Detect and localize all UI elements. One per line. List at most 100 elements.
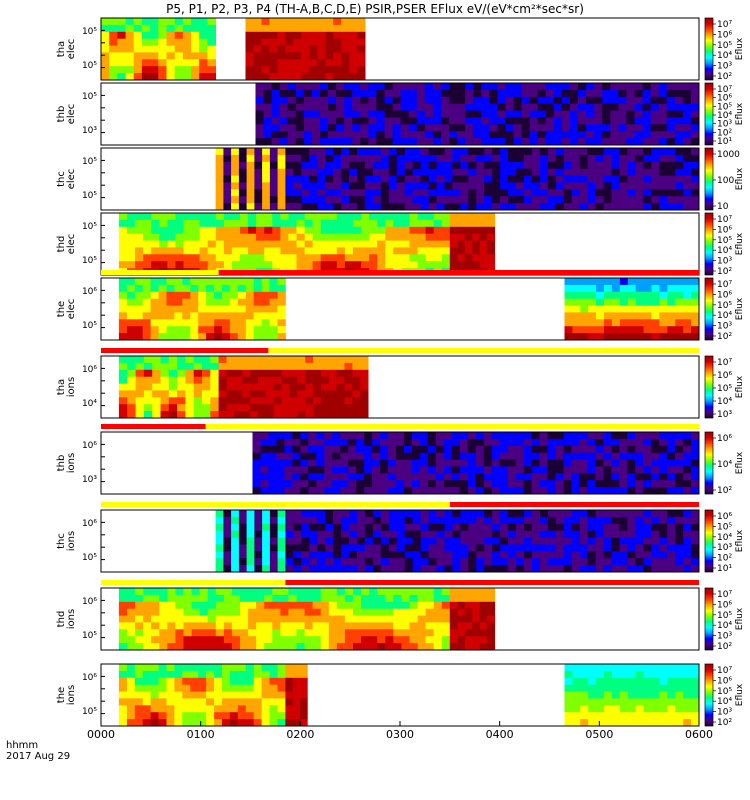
heatmap-cell — [658, 124, 668, 132]
heatmap-cell — [238, 544, 248, 552]
heatmap-cell — [174, 684, 183, 692]
heatmap-cell — [231, 189, 240, 197]
heatmap-cell — [659, 480, 668, 488]
heatmap-cell — [642, 89, 652, 98]
heatmap-cell — [401, 636, 410, 644]
heatmap-cell — [344, 110, 353, 118]
heatmap-cell — [325, 203, 334, 211]
heatmap-cell — [264, 261, 273, 269]
heatmap-cell — [320, 636, 330, 644]
heatmap-cell — [152, 369, 161, 378]
heatmap-cell — [250, 376, 259, 384]
heatmap-cell — [328, 629, 338, 637]
heatmap-cell — [571, 203, 581, 211]
heatmap-cell — [256, 643, 265, 651]
heatmap-cell — [473, 124, 482, 132]
heatmap-cell — [277, 544, 286, 552]
heatmap-cell — [435, 459, 445, 467]
heatmap-cell — [118, 712, 128, 720]
heatmap-cell — [215, 261, 225, 269]
heatmap-cell — [261, 719, 270, 727]
heatmap-cell — [472, 240, 481, 248]
heatmap-cell — [659, 432, 668, 440]
heatmap-cell — [261, 670, 270, 679]
heatmap-cell — [150, 333, 159, 341]
heatmap-cell — [460, 551, 469, 559]
heatmap-cell — [432, 110, 442, 118]
colorbar-tick-label: 10⁵ — [717, 102, 732, 112]
heatmap-cell — [167, 233, 176, 241]
heatmap-cell — [468, 161, 477, 170]
heatmap-cell — [237, 705, 247, 713]
heatmap-cell — [185, 383, 195, 391]
heatmap-cell — [229, 712, 239, 720]
heatmap-cell — [253, 719, 262, 727]
heatmap-cell — [691, 284, 700, 293]
heatmap-cell — [269, 175, 279, 183]
heatmap-cell — [682, 124, 692, 132]
heatmap-cell — [392, 83, 402, 91]
heatmap-cell — [353, 254, 362, 262]
heatmap-cell — [175, 594, 184, 603]
heatmap-cell — [521, 131, 531, 139]
heatmap-cell — [223, 643, 233, 651]
heatmap-cell — [158, 24, 167, 33]
heatmap-cell — [269, 73, 278, 81]
heatmap-cell — [416, 89, 426, 98]
heatmap-cell — [206, 698, 215, 706]
heatmap-cell — [151, 261, 160, 269]
colorbar-tick-label: 10⁵ — [717, 611, 732, 621]
heatmap-cell — [293, 18, 302, 26]
heatmap-cell — [635, 487, 644, 495]
heatmap-cell — [304, 213, 314, 221]
heatmap-cell — [231, 588, 241, 596]
heatmap-cell — [627, 175, 636, 183]
heatmap-cell — [409, 608, 418, 616]
heatmap-cell — [505, 83, 514, 91]
heatmap-cell — [357, 551, 366, 559]
heatmap-cell — [690, 103, 700, 111]
heatmap-cell — [468, 148, 477, 156]
heatmap-cell — [627, 530, 636, 538]
heatmap-cell — [231, 182, 240, 190]
heatmap-cell — [476, 161, 485, 170]
heatmap-cell — [126, 670, 136, 679]
heatmap-cell — [460, 510, 469, 518]
heatmap-cell — [292, 452, 301, 460]
heatmap-cell — [561, 103, 571, 111]
heatmap-cell — [529, 131, 539, 139]
heatmap-cell — [341, 530, 350, 538]
heatmap-cell — [586, 89, 595, 98]
heatmap-cell — [595, 154, 604, 163]
heatmap-cell — [341, 59, 350, 67]
heatmap-cell — [269, 705, 278, 713]
heatmap-cell — [292, 705, 301, 713]
heatmap-cell — [328, 588, 338, 596]
heatmap-cell — [449, 131, 458, 139]
heatmap-cell — [316, 452, 325, 460]
heatmap-cell — [289, 390, 298, 398]
heatmap-cell — [452, 196, 461, 204]
heatmap-cell — [420, 516, 429, 525]
heatmap-cell — [441, 233, 451, 241]
heatmap-cell — [691, 677, 700, 686]
heatmap-cell — [441, 240, 451, 248]
heatmap-cell — [293, 558, 302, 566]
heatmap-cell — [118, 664, 128, 672]
heatmap-cell — [328, 383, 338, 391]
heatmap-cell — [312, 213, 322, 221]
heatmap-cell — [547, 189, 557, 197]
y-tick-label: 10⁶ — [82, 287, 97, 297]
heatmap-cell — [222, 333, 231, 341]
heatmap-cell — [588, 278, 597, 286]
heatmap-cell — [167, 261, 176, 269]
heatmap-cell — [281, 404, 290, 412]
heatmap-cell — [610, 89, 619, 98]
heatmap-cell — [659, 537, 668, 545]
heatmap-cell — [451, 452, 461, 460]
heatmap-cell — [412, 487, 421, 495]
heatmap-cell — [634, 103, 643, 111]
heatmap-cell — [143, 376, 153, 384]
heatmap-cell — [273, 383, 282, 391]
heatmap-cell — [316, 438, 325, 447]
